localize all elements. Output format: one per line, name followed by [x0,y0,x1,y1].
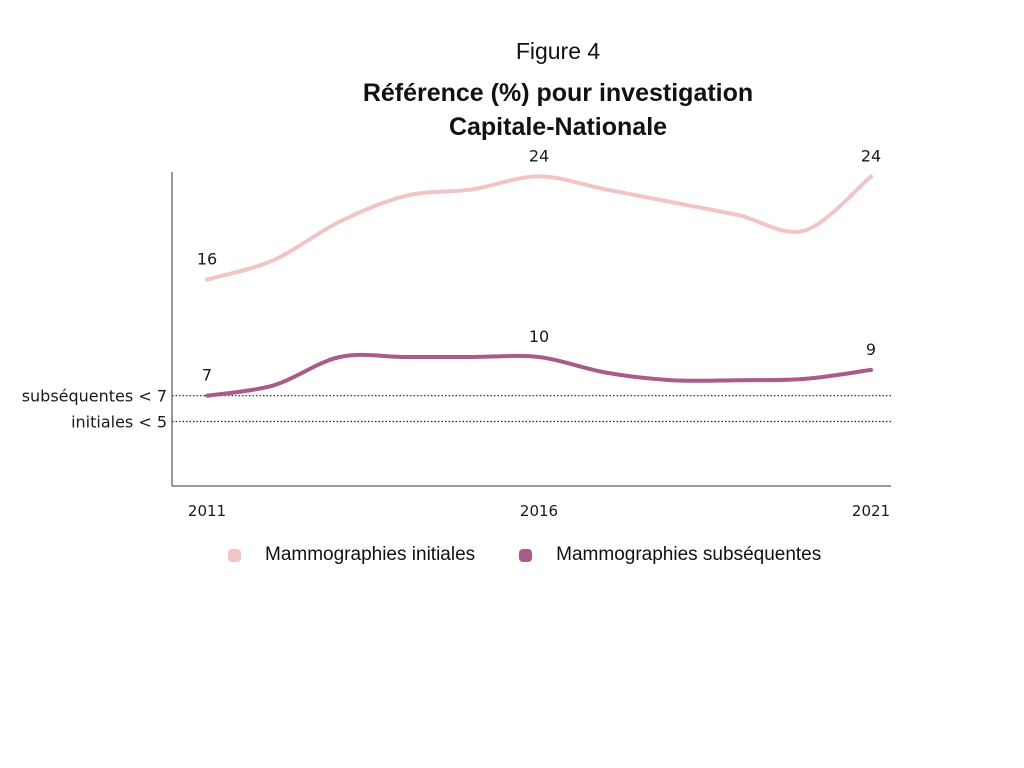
chart-title-line-1: Référence (%) pour investigation [362,79,754,107]
figure-label: Figure 4 [515,38,601,64]
legend-marker-initiales [228,548,241,562]
reference-label-1: initiales < 5 [71,413,167,432]
chart-title: Référence (%) pour investigation Capital… [0,76,1024,144]
x-tick-label-0: 2011 [188,502,226,520]
x-tick-label-2: 2021 [852,502,890,520]
legend-label-subsequentes: Mammographies subséquentes [556,544,822,565]
data-label-4: 10 [529,327,549,346]
data-label-3: 7 [202,366,212,385]
x-tick-label-1: 2016 [520,502,558,520]
series-line-1 [205,352,873,398]
data-label-2: 24 [861,146,881,165]
reference-label-0: subséquentes < 7 [22,387,167,406]
data-label-0: 16 [197,250,217,269]
legend-label-initiales: Mammographies initiales [265,544,476,565]
legend: Mammographies initiales Mammographies su… [228,542,821,568]
legend-item-initiales: Mammographies initiales [228,544,475,566]
legend-item-subsequentes: Mammographies subséquentes [519,544,821,566]
legend-marker-subsequentes [519,548,533,562]
series-line-0 [205,174,873,282]
data-label-5: 9 [866,340,876,359]
chart-title-line-2: Capitale-Nationale [448,113,668,141]
data-label-1: 24 [529,146,549,165]
